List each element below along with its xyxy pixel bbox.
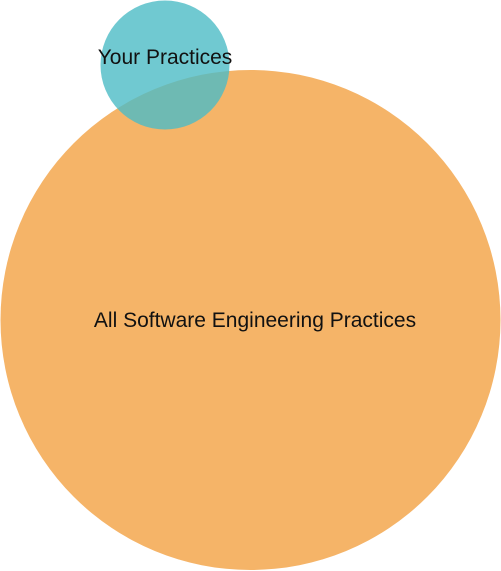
your-practices-label: Your Practices — [98, 46, 233, 69]
your-practices-circle — [100, 0, 230, 130]
all-practices-label: All Software Engineering Practices — [94, 309, 416, 332]
all-practices-circle — [0, 70, 501, 570]
